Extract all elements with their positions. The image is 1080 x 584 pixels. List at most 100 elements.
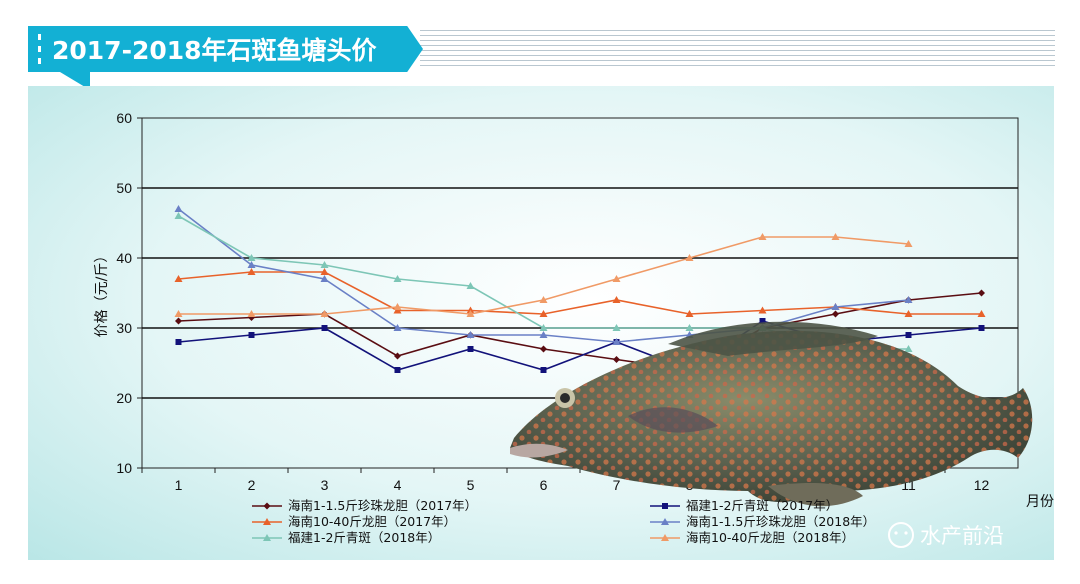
legend: 海南1-1.5斤珍珠龙胆（2017年） 福建1-2斤青斑（2017年） 海南10-4…: [252, 498, 875, 545]
data-point: [174, 275, 183, 282]
data-point: [174, 212, 183, 219]
legend-marker: [263, 502, 271, 510]
header-stripes: [420, 30, 1055, 70]
data-point: [320, 310, 329, 317]
legend-label: 海南1-1.5斤珍珠龙胆（2018年）: [686, 514, 875, 529]
data-point: [467, 346, 474, 352]
data-point: [685, 254, 694, 261]
axis-layer: 102030405060123456789101112月份价格（元/斤）: [94, 110, 1054, 510]
title-dash: [38, 46, 41, 52]
data-point: [320, 275, 329, 282]
data-point: [393, 324, 402, 331]
legend-label: 福建1-2斤青斑（2017年）: [686, 498, 838, 513]
data-point: [321, 325, 328, 331]
data-point: [539, 324, 548, 331]
data-point: [175, 339, 182, 345]
data-point: [905, 332, 912, 338]
data-point: [613, 356, 620, 363]
data-point: [685, 324, 694, 331]
data-point: [247, 261, 256, 268]
data-point: [466, 310, 475, 317]
data-point: [247, 254, 256, 261]
legend-label: 福建1-2斤青斑（2018年）: [288, 530, 440, 545]
wechat-icon: [888, 522, 914, 548]
data-point: [612, 324, 621, 331]
y-tick-label: 30: [116, 320, 132, 336]
watermark: 水产前沿: [888, 522, 1004, 548]
y-axis-title: 价格（元/斤）: [94, 249, 110, 338]
data-point: [174, 310, 183, 317]
legend-item: 海南1-1.5斤珍珠龙胆（2018年）: [650, 514, 875, 529]
legend-marker: [661, 518, 669, 525]
series-line: [178, 271, 982, 315]
x-axis-title: 月份: [1026, 494, 1054, 510]
data-point: [394, 352, 401, 360]
data-point: [904, 345, 913, 352]
chart-title: 2017-2018年石斑鱼塘头价: [52, 36, 377, 65]
x-tick-label: 3: [321, 477, 329, 493]
legend-marker: [661, 534, 669, 541]
data-point: [466, 331, 475, 338]
data-point: [831, 303, 840, 310]
legend-label: 海南10-40斤龙胆（2018年）: [686, 530, 854, 545]
data-point: [612, 338, 621, 345]
y-tick-label: 10: [116, 460, 132, 476]
data-point: [758, 306, 767, 314]
data-point: [904, 296, 913, 303]
data-point: [320, 261, 329, 268]
legend-item: 海南10-40斤龙胆（2018年）: [650, 530, 854, 545]
y-tick-label: 50: [116, 180, 132, 196]
line-chart: 102030405060123456789101112月份价格（元/斤） 海南1…: [94, 110, 1054, 548]
watermark-text: 水产前沿: [920, 524, 1004, 548]
data-point: [977, 310, 986, 317]
data-point: [904, 240, 913, 247]
data-point: [540, 345, 547, 353]
data-point: [978, 289, 985, 297]
legend-label: 海南10-40斤龙胆（2017年）: [288, 514, 456, 529]
data-point: [248, 332, 255, 338]
legend-item: 海南10-40斤龙胆（2017年）: [252, 514, 456, 529]
data-point: [540, 367, 547, 373]
y-tick-label: 20: [116, 390, 132, 406]
legend-label: 海南1-1.5斤珍珠龙胆（2017年）: [288, 498, 477, 513]
chart-panel: 102030405060123456789101112月份价格（元/斤） 海南1…: [28, 86, 1054, 560]
x-tick-label: 6: [540, 477, 548, 493]
x-tick-label: 7: [613, 477, 621, 493]
title-tab: 2017-2018年石斑鱼塘头价: [28, 26, 423, 72]
x-tick-label: 2: [248, 477, 256, 493]
legend-item: 福建1-2斤青斑（2018年）: [252, 530, 440, 545]
x-tick-label: 12: [974, 477, 990, 493]
data-point: [394, 367, 401, 373]
data-point: [539, 331, 548, 338]
data-point: [831, 233, 840, 240]
data-point: [832, 310, 839, 318]
data-point: [247, 310, 256, 317]
data-point: [685, 310, 694, 317]
title-dash: [38, 58, 41, 64]
legend-item: 海南1-1.5斤珍珠龙胆（2017年）: [252, 498, 477, 513]
legend-marker: [263, 534, 271, 541]
title-dash: [38, 34, 41, 40]
series-3: [174, 268, 986, 317]
data-point: [612, 296, 621, 303]
y-tick-label: 60: [116, 110, 132, 126]
data-point: [978, 325, 985, 331]
data-point: [539, 310, 548, 317]
data-point: [175, 317, 182, 325]
data-point: [759, 318, 766, 324]
data-point: [539, 296, 548, 303]
x-tick-label: 5: [467, 477, 475, 493]
data-point: [612, 275, 621, 282]
data-point: [904, 310, 913, 317]
data-point: [393, 303, 402, 310]
data-point: [758, 233, 767, 240]
x-tick-label: 1: [175, 477, 183, 493]
data-point: [174, 205, 183, 212]
legend-marker: [263, 518, 271, 525]
series-6: [174, 233, 913, 317]
data-point: [320, 268, 329, 275]
data-point: [466, 282, 475, 289]
data-point: [247, 268, 256, 275]
series-line: [178, 208, 909, 343]
y-tick-label: 40: [116, 250, 132, 266]
